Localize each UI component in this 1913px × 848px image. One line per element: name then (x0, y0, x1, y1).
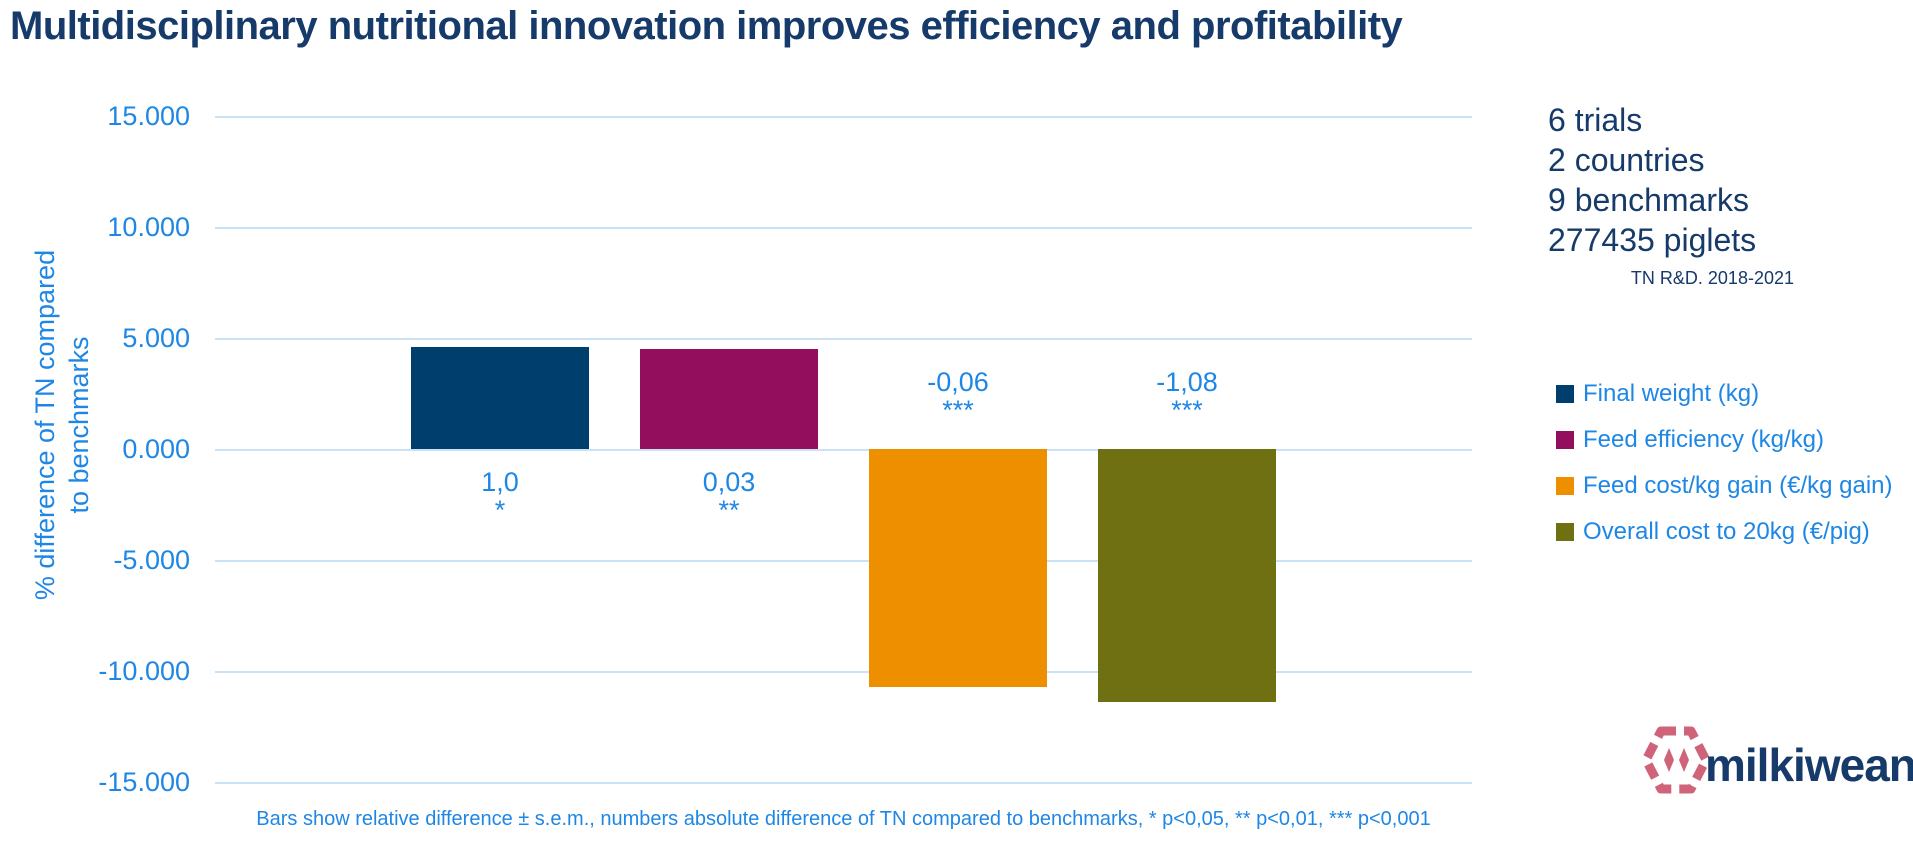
legend-item: Overall cost to 20kg (€/pig) (1556, 509, 1893, 555)
ytick-label: 10.000 (107, 212, 190, 242)
stats-line: 277435 piglets (1548, 222, 1757, 258)
legend-label: Feed cost/kg gain (€/kg gain) (1583, 472, 1893, 499)
gem-icon (1643, 726, 1709, 794)
ytick-label: 15.000 (107, 101, 190, 131)
bar-value-label: -0,06 *** (848, 368, 1068, 424)
milkiwean-logo: milkiwean (1643, 722, 1913, 796)
bar-4 (1098, 449, 1276, 703)
bar-value-label: 0,03 ** (619, 468, 839, 524)
bar-3 (869, 449, 1047, 687)
bar-value: -0,06 (927, 367, 989, 397)
legend-item: Final weight (kg) (1556, 371, 1893, 417)
legend-item: Feed cost/kg gain (€/kg gain) (1556, 463, 1893, 509)
ytick-label: 5.000 (122, 323, 190, 353)
legend-swatch (1556, 431, 1574, 449)
ytick-label: -5.000 (113, 545, 190, 575)
stats-line: 2 countries (1548, 142, 1705, 178)
significance-stars: *** (942, 395, 974, 425)
stats-line: 9 benchmarks (1548, 182, 1749, 218)
footnote: Bars show relative difference ± s.e.m., … (256, 808, 1431, 830)
stats-line: 6 trials (1548, 102, 1643, 138)
legend-label: Overall cost to 20kg (€/pig) (1583, 518, 1870, 545)
stats-source: TN R&D. 2018-2021 (1630, 268, 1794, 288)
bar-value: 0,03 (702, 467, 756, 497)
gridline (215, 671, 1472, 673)
chart-legend: Final weight (kg) Feed efficiency (kg/kg)… (1556, 371, 1893, 555)
legend-item: Feed efficiency (kg/kg) (1556, 417, 1893, 463)
ytick-label: -15.000 (98, 767, 190, 797)
page-title: Multidisciplinary nutritional innovation… (10, 4, 1403, 48)
legend-swatch (1556, 385, 1574, 403)
gridline (215, 116, 1472, 118)
significance-stars: *** (1171, 395, 1203, 425)
gridline (215, 449, 1472, 451)
bar-1 (411, 346, 589, 449)
bar-value-label: -1,08 *** (1077, 368, 1297, 424)
ytick-label: 0.000 (122, 434, 190, 464)
stats-panel: 6 trials 2 countries 9 benchmarks 277435 pi… (1548, 100, 1794, 289)
ytick-label: -10.000 (98, 656, 190, 686)
legend-swatch (1556, 477, 1574, 495)
stats-lines: 6 trials 2 countries 9 benchmarks 277435 pi… (1548, 100, 1794, 260)
bar-value-label: 1,0 * (390, 468, 610, 524)
significance-stars: ** (718, 495, 740, 525)
gridline (215, 560, 1472, 562)
bar-value: 1,0 (481, 467, 519, 497)
bar-value: -1,08 (1156, 367, 1218, 397)
logo-text: milkiwean (1705, 739, 1913, 791)
significance-stars: * (494, 495, 506, 525)
legend-label: Final weight (kg) (1583, 380, 1760, 407)
bar-2 (640, 349, 818, 449)
legend-swatch (1556, 523, 1574, 541)
gridline (215, 782, 1472, 784)
gridline (215, 227, 1472, 229)
legend-label: Feed efficiency (kg/kg) (1583, 426, 1824, 453)
gridline (215, 338, 1472, 340)
